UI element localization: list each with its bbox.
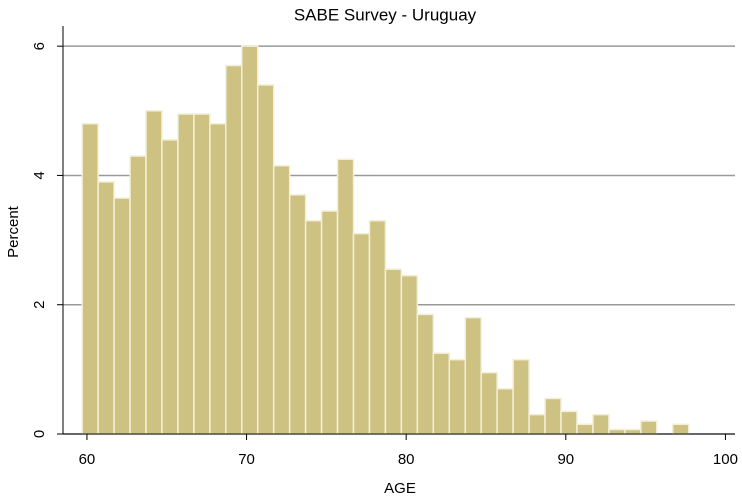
bar	[177, 113, 195, 435]
x-tick-label: 100	[713, 451, 738, 468]
bar	[161, 139, 179, 435]
x-tick-label: 70	[238, 451, 255, 468]
bar	[272, 164, 291, 435]
bar	[97, 181, 115, 435]
y-tick-label: 0	[31, 430, 48, 438]
bar	[352, 232, 371, 435]
bar	[464, 316, 482, 435]
bar	[496, 388, 514, 435]
bar	[448, 358, 466, 435]
bar	[209, 122, 227, 435]
x-axis-label: AGE	[384, 480, 416, 497]
bar	[81, 122, 99, 435]
x-tick-label: 60	[79, 451, 96, 468]
bar	[592, 413, 610, 435]
bar	[416, 313, 435, 435]
bar	[193, 113, 211, 435]
bar	[145, 110, 163, 435]
x-tick-label: 80	[398, 451, 415, 468]
bar	[624, 428, 642, 435]
bar	[368, 219, 387, 435]
chart-title: SABE Survey - Uruguay	[294, 5, 477, 24]
bar	[544, 397, 562, 435]
bar	[384, 268, 403, 435]
bar	[560, 410, 578, 435]
bar	[241, 45, 259, 435]
bar	[129, 155, 147, 435]
bar	[640, 420, 658, 435]
bar	[608, 428, 626, 435]
bar	[671, 423, 690, 435]
bar	[288, 194, 307, 435]
bar	[400, 274, 419, 435]
bar	[113, 197, 131, 435]
bar	[432, 352, 451, 435]
y-tick-label: 6	[31, 42, 48, 50]
bar	[225, 64, 243, 435]
bar	[336, 158, 355, 435]
bar	[256, 84, 275, 435]
x-tick-label: 90	[557, 451, 574, 468]
bar	[480, 371, 498, 435]
bar	[512, 358, 530, 435]
bar	[576, 423, 594, 435]
bar	[304, 219, 323, 435]
y-axis-label: Percent	[5, 205, 22, 258]
y-tick-label: 4	[31, 171, 48, 179]
bar	[320, 210, 339, 435]
bar	[528, 413, 546, 435]
y-tick-label: 2	[31, 301, 48, 309]
